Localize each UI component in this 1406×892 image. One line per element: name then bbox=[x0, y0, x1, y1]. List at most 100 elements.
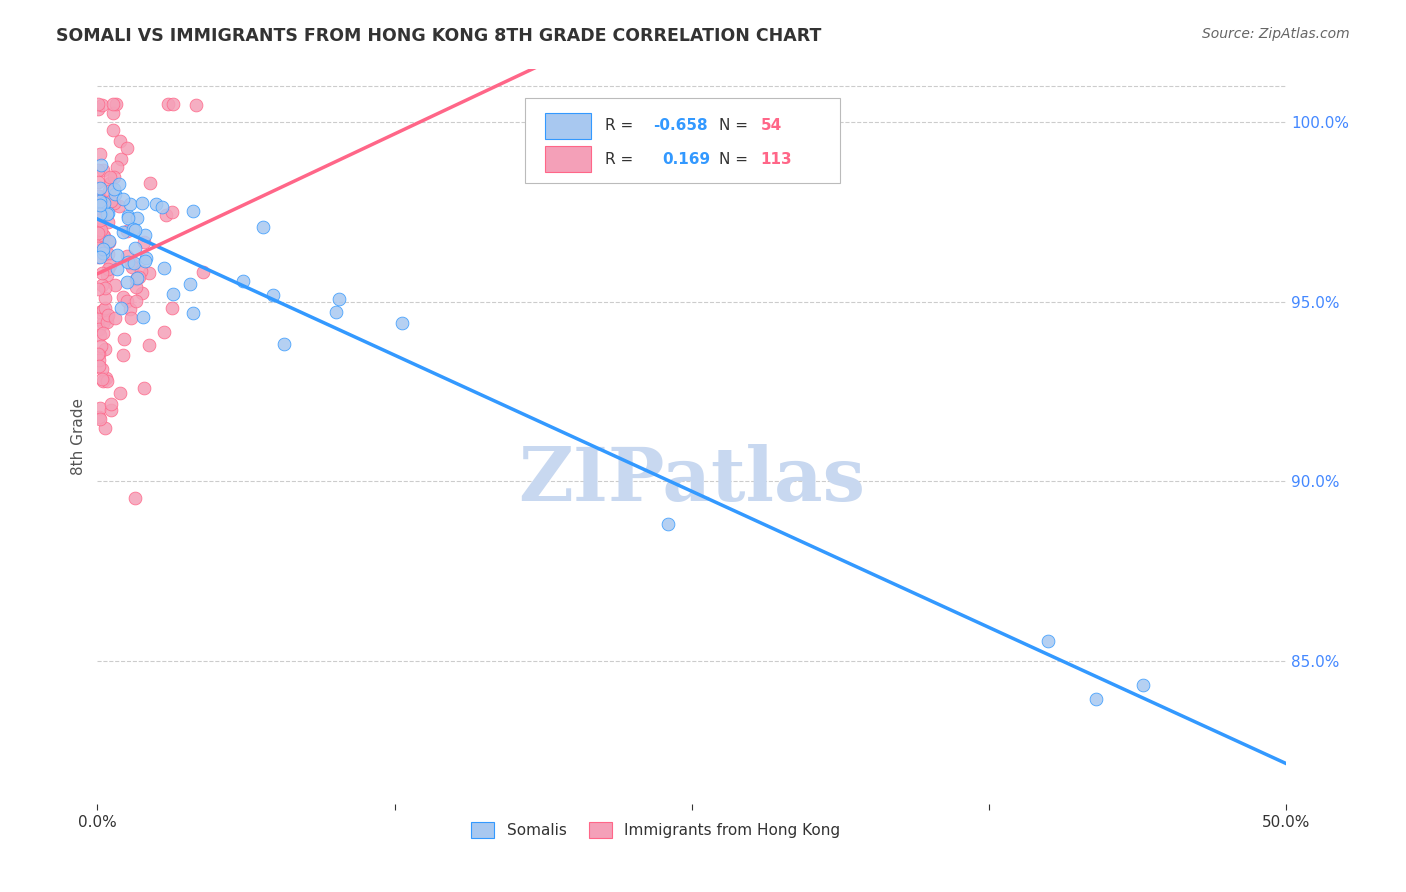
Point bbox=[91, 97, 114, 112]
Point bbox=[87, 102, 110, 116]
Point bbox=[89, 198, 111, 212]
Point bbox=[160, 205, 183, 219]
Point bbox=[157, 97, 180, 112]
Point bbox=[90, 339, 112, 353]
Point bbox=[153, 260, 176, 275]
Point bbox=[93, 228, 115, 243]
Point bbox=[118, 301, 141, 316]
Point bbox=[115, 249, 138, 263]
Point bbox=[120, 255, 142, 269]
Point bbox=[90, 236, 112, 251]
Point bbox=[104, 311, 127, 326]
Point bbox=[91, 246, 114, 260]
Point bbox=[121, 260, 143, 275]
Point bbox=[103, 195, 125, 210]
Point bbox=[162, 287, 184, 301]
Point bbox=[117, 210, 139, 224]
Point bbox=[96, 268, 118, 282]
Text: 54: 54 bbox=[761, 119, 782, 134]
Point bbox=[181, 203, 204, 218]
Point bbox=[90, 207, 112, 221]
Point bbox=[108, 199, 131, 213]
Point bbox=[89, 327, 111, 342]
Point bbox=[90, 158, 112, 172]
Point bbox=[96, 374, 118, 388]
Point bbox=[262, 288, 284, 302]
Point bbox=[91, 194, 114, 208]
Point bbox=[104, 278, 127, 293]
Point bbox=[103, 182, 125, 196]
Point bbox=[87, 188, 110, 202]
Point bbox=[94, 421, 117, 435]
Point bbox=[101, 105, 124, 120]
Point bbox=[179, 277, 201, 291]
Point bbox=[98, 235, 121, 249]
Point bbox=[155, 208, 177, 222]
Point bbox=[124, 223, 146, 237]
Point bbox=[124, 280, 146, 294]
Point bbox=[125, 271, 148, 285]
Point bbox=[90, 243, 112, 257]
Y-axis label: 8th Grade: 8th Grade bbox=[72, 398, 86, 475]
Point bbox=[105, 160, 128, 174]
Point bbox=[93, 301, 115, 315]
Point bbox=[87, 241, 110, 255]
Point bbox=[125, 211, 148, 225]
Point bbox=[657, 516, 679, 531]
Point bbox=[131, 285, 153, 300]
Point bbox=[328, 293, 350, 307]
Point bbox=[105, 262, 128, 277]
Point bbox=[97, 214, 120, 228]
Point bbox=[87, 211, 110, 225]
Point bbox=[1084, 692, 1107, 706]
Text: 113: 113 bbox=[761, 152, 792, 167]
Point bbox=[191, 265, 214, 279]
Point bbox=[252, 219, 274, 234]
Text: N =: N = bbox=[718, 119, 752, 134]
Point bbox=[118, 196, 141, 211]
Point bbox=[129, 263, 152, 277]
Point bbox=[87, 175, 110, 189]
Point bbox=[89, 305, 111, 319]
Point bbox=[124, 241, 146, 255]
Text: R =: R = bbox=[605, 119, 638, 134]
Point bbox=[134, 254, 156, 268]
Point bbox=[100, 397, 122, 411]
Point bbox=[100, 402, 122, 417]
Point bbox=[186, 97, 208, 112]
Point bbox=[112, 333, 135, 347]
Point bbox=[90, 361, 112, 376]
Point bbox=[112, 290, 135, 304]
Text: Source: ZipAtlas.com: Source: ZipAtlas.com bbox=[1202, 27, 1350, 41]
Point bbox=[162, 97, 184, 112]
Point bbox=[160, 301, 183, 315]
Point bbox=[91, 228, 114, 243]
Point bbox=[107, 177, 129, 191]
Point bbox=[103, 169, 125, 184]
Point bbox=[98, 185, 121, 199]
Point bbox=[117, 224, 139, 238]
Point bbox=[93, 291, 115, 305]
Point bbox=[122, 221, 145, 235]
Point bbox=[124, 491, 146, 506]
Point bbox=[112, 225, 135, 239]
Point bbox=[325, 305, 347, 319]
Point bbox=[104, 186, 127, 201]
Point bbox=[110, 301, 132, 316]
Point bbox=[89, 181, 111, 195]
Point bbox=[128, 269, 150, 284]
Point bbox=[125, 271, 148, 285]
Point bbox=[87, 162, 110, 177]
Point bbox=[117, 254, 139, 268]
Point bbox=[91, 326, 114, 341]
Point bbox=[112, 348, 135, 362]
Point bbox=[87, 347, 110, 361]
Point bbox=[97, 246, 120, 260]
Point bbox=[87, 239, 110, 253]
Point bbox=[115, 294, 138, 309]
Point bbox=[273, 336, 295, 351]
Point bbox=[98, 258, 121, 272]
Point bbox=[87, 282, 110, 296]
Point bbox=[181, 306, 204, 320]
Point bbox=[87, 231, 110, 245]
